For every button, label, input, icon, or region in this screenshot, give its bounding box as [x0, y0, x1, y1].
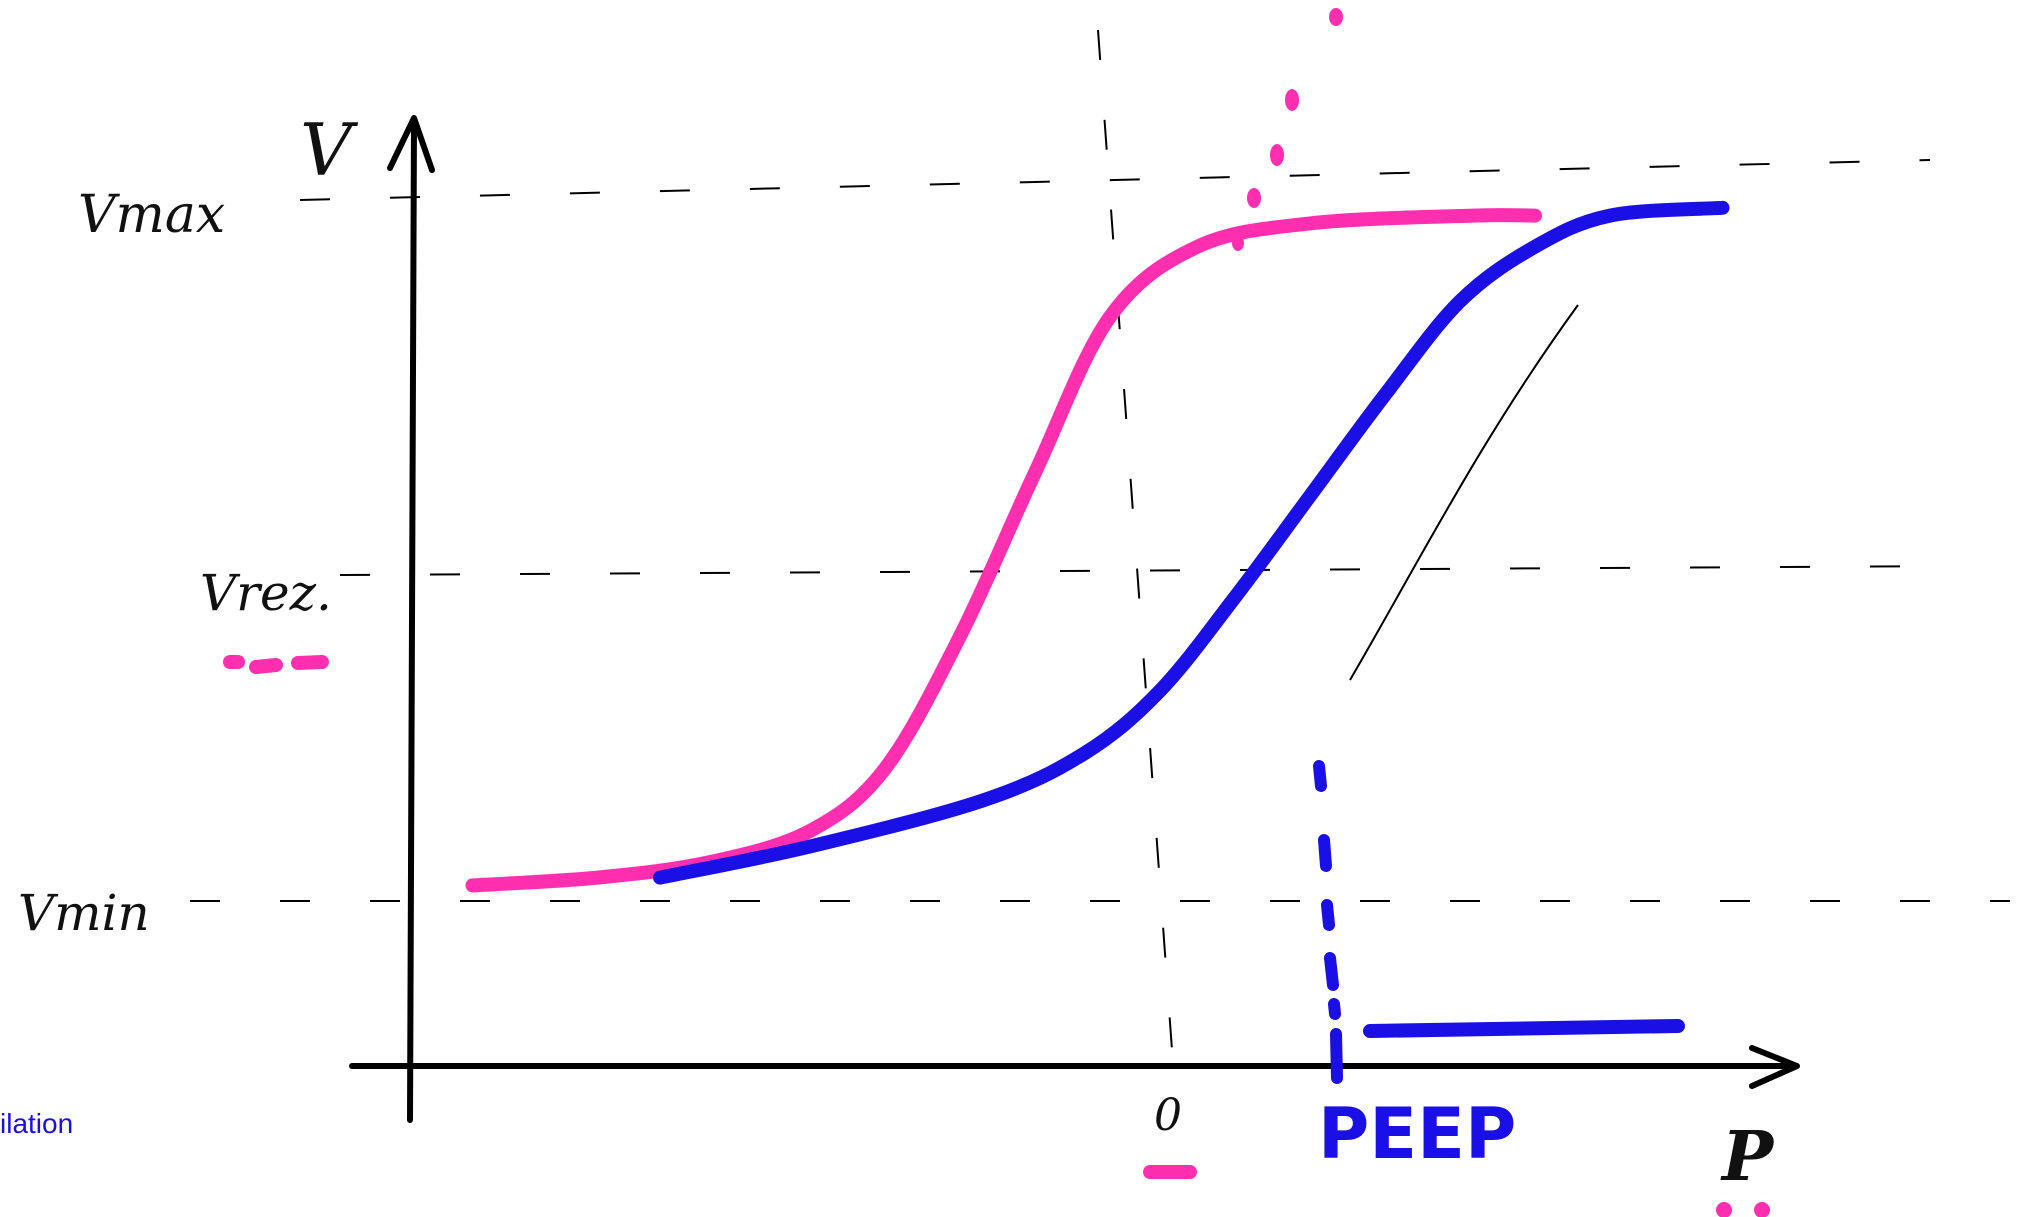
vmax-label: Vmax: [78, 185, 225, 245]
pink-dot: [1716, 1202, 1732, 1217]
peep-dotted-line: [1313, 760, 1343, 1084]
black-trace-stroke: [1349, 304, 1579, 681]
pink-dot: [1754, 1202, 1770, 1217]
pink-pv-curve: [465, 208, 1542, 893]
axes: [349, 115, 1800, 1123]
zero-pressure-dashed-line: [1097, 29, 1173, 1051]
y-axis-label: V: [300, 108, 359, 192]
y-axis-arrowhead: [387, 115, 435, 173]
blue-pv-curve: [653, 200, 1730, 885]
y-axis-line: [407, 117, 417, 1123]
peep-dot: [1330, 1028, 1343, 1084]
x-axis-arrowhead: [1749, 1045, 1800, 1089]
peep-dot: [1324, 952, 1339, 991]
vmax-dashed-line: [299, 159, 1931, 201]
vrez-label: Vrez.: [200, 564, 332, 622]
pink-dash: [249, 658, 283, 674]
zero-pressure-label: 0: [1154, 1090, 1182, 1141]
pink-dot: [1285, 89, 1299, 111]
pink-dotted-trail: [1232, 8, 1343, 251]
peep-dot: [1313, 760, 1327, 792]
pink-dash: [291, 655, 329, 670]
clipped-edge-text: ilation: [0, 1108, 74, 1139]
x-axis-label: P: [1720, 1117, 1775, 1197]
reference-lines: [190, 29, 2010, 1051]
pink-dot: [1270, 144, 1284, 166]
pink-legend-dashes: [223, 655, 329, 674]
peep-dot: [1328, 998, 1341, 1020]
peep-label: PEEP: [1318, 1093, 1516, 1175]
vrez-dashed-line: [339, 565, 1961, 576]
pink-dot: [1329, 8, 1343, 26]
pink-dot: [1247, 188, 1261, 208]
pink-p-dots: [1716, 1202, 1770, 1217]
curves: [465, 200, 1730, 893]
vmin-label: Vmin: [18, 884, 150, 942]
peep-dot: [1321, 899, 1335, 931]
peep-dot: [1318, 834, 1332, 872]
peep-range-bar: [1363, 1019, 1685, 1038]
